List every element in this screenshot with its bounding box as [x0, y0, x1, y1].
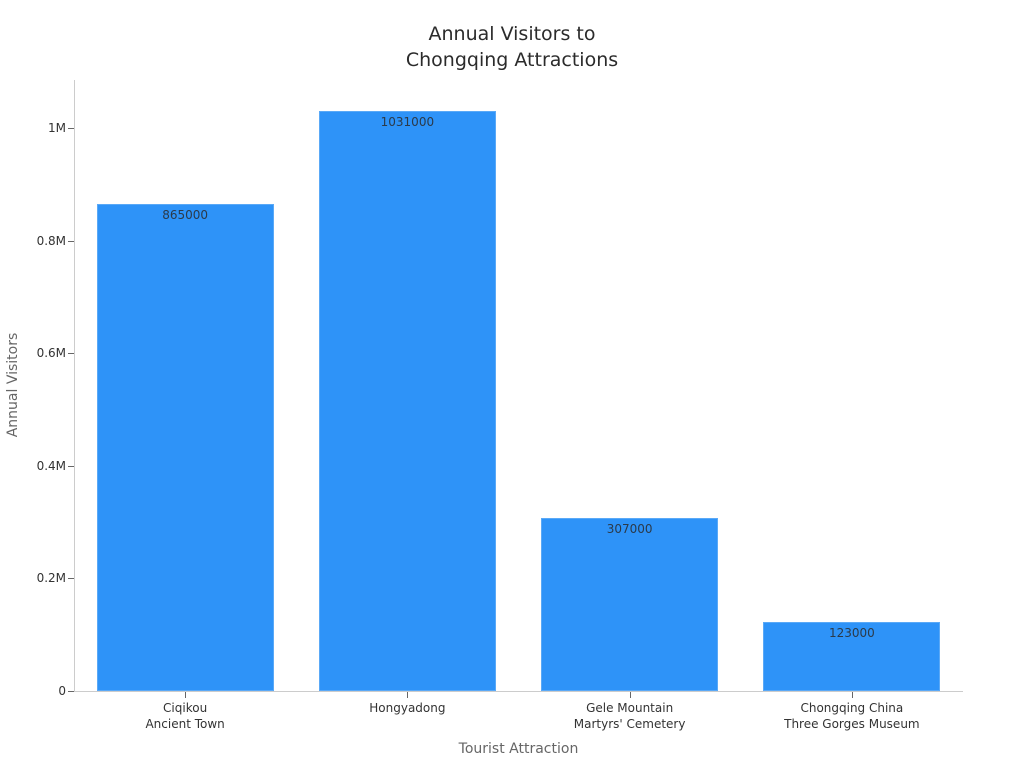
y-tick-label: 0	[58, 684, 66, 698]
bar[interactable]: 307000	[541, 518, 719, 691]
x-tick-label: Hongyadong	[297, 700, 517, 716]
x-tick-mark	[630, 692, 631, 698]
bar[interactable]: 123000	[763, 621, 941, 691]
y-tick-mark	[68, 465, 74, 467]
y-tick-label: 1M	[48, 121, 66, 135]
x-tick-label: Chongqing China Three Gorges Museum	[742, 700, 962, 732]
y-tick-mark	[68, 128, 74, 129]
y-tick-mark	[68, 240, 74, 242]
bar-value-label: 865000	[162, 208, 209, 222]
bar[interactable]: 1031000	[318, 110, 496, 691]
bar-value-label: 1031000	[380, 114, 435, 129]
y-tick: 0	[0, 684, 74, 698]
chart-title: Annual Visitors to Chongqing Attractions	[0, 21, 1024, 73]
x-axis-title: Tourist Attraction	[458, 741, 579, 757]
y-tick-label: 0.8M	[36, 233, 66, 248]
x-tick-label-line: Gele Mountain	[586, 701, 674, 715]
y-tick-mark	[68, 691, 74, 692]
y-tick-label: 0.6M	[36, 346, 66, 361]
x-tick-label-line: Hongyadong	[369, 701, 446, 715]
x-tick-mark	[852, 692, 853, 698]
y-tick-label: 0.4M	[36, 458, 66, 473]
x-tick-label-line: Chongqing China	[800, 701, 904, 715]
y-tick-mark	[68, 578, 74, 580]
x-tick-label-line: Three Gorges Museum	[784, 717, 920, 731]
bar[interactable]: 865000	[96, 204, 274, 691]
y-axis-line	[74, 80, 75, 692]
y-tick: 1M	[0, 121, 74, 135]
y-tick: 0.8M	[0, 234, 74, 248]
y-tick: 0.4M	[0, 459, 74, 473]
x-tick-mark	[185, 692, 186, 698]
x-tick-label-line: Martyrs' Cemetery	[573, 717, 686, 731]
y-tick: 0.2M	[0, 571, 74, 585]
y-tick-label: 0.2M	[36, 571, 66, 586]
x-tick-label-line: Ancient Town	[145, 717, 225, 731]
bar-value-label: 123000	[828, 625, 875, 640]
x-tick-label: Gele Mountain Martyrs' Cemetery	[520, 700, 740, 732]
bar-value-label: 307000	[606, 522, 653, 537]
x-axis-line	[74, 691, 963, 692]
y-tick-mark	[68, 353, 74, 355]
y-tick: 0.6M	[0, 346, 74, 360]
x-tick-label-line: Ciqikou	[163, 701, 208, 715]
x-tick-mark	[407, 692, 408, 698]
chart-title-line-1: Annual Visitors to	[428, 23, 596, 45]
chart-title-line-2: Chongqing Attractions	[405, 49, 619, 71]
x-tick-label: Ciqikou Ancient Town	[75, 700, 295, 732]
